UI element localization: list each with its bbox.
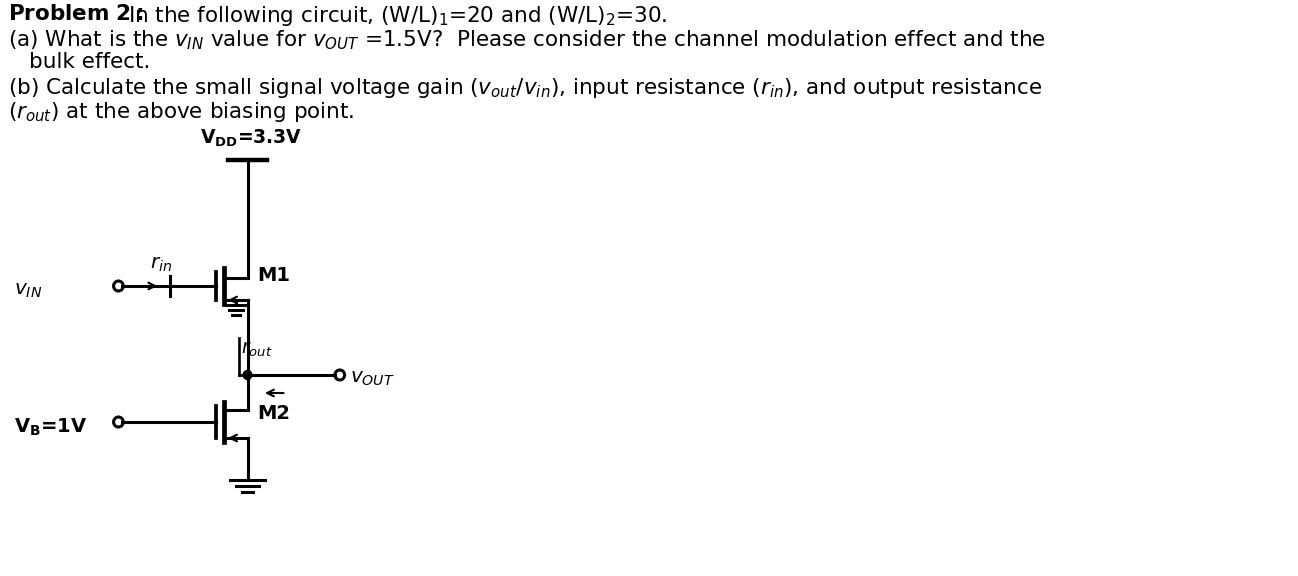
Text: In the following circuit, (W/L)$_1$=20 and (W/L)$_2$=30.: In the following circuit, (W/L)$_1$=20 a…	[129, 4, 667, 28]
Text: $v_{IN}$: $v_{IN}$	[13, 282, 42, 301]
Text: (b) Calculate the small signal voltage gain ($v_{out}/v_{in}$), input resistance: (b) Calculate the small signal voltage g…	[8, 76, 1042, 100]
Text: bulk effect.: bulk effect.	[29, 52, 151, 72]
Text: (a) What is the $v_{IN}$ value for $v_{OUT}$ =1.5V?  Please consider the channel: (a) What is the $v_{IN}$ value for $v_{O…	[8, 28, 1045, 52]
Text: $\mathbf{V_{DD}}$=3.3V: $\mathbf{V_{DD}}$=3.3V	[200, 128, 302, 149]
Text: $\mathbf{Problem\ 2:}$: $\mathbf{Problem\ 2:}$	[8, 4, 143, 24]
Text: $r_{out}$: $r_{out}$	[240, 340, 273, 359]
Text: $\mathbf{V_B}$=1V: $\mathbf{V_B}$=1V	[13, 416, 87, 438]
Text: ($r_{out}$) at the above biasing point.: ($r_{out}$) at the above biasing point.	[8, 100, 354, 124]
Circle shape	[243, 370, 252, 380]
Text: $r_{in}$: $r_{in}$	[151, 255, 173, 274]
Text: $v_{OUT}$: $v_{OUT}$	[350, 369, 396, 388]
Text: M1: M1	[257, 266, 291, 285]
Text: M2: M2	[257, 404, 291, 423]
